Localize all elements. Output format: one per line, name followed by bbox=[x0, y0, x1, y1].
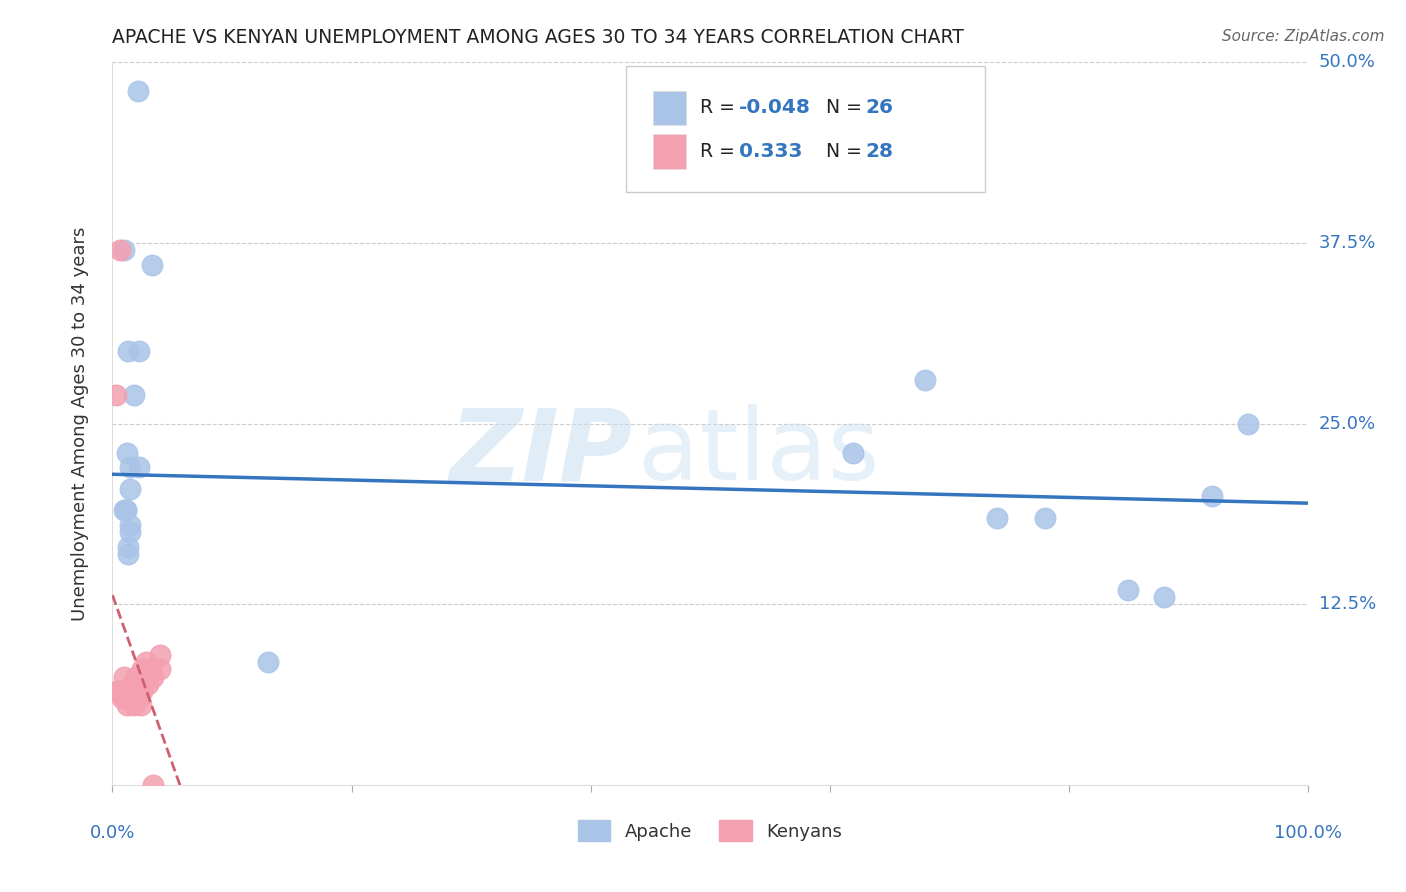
Point bbox=[128, 691, 150, 706]
Text: N =: N = bbox=[825, 98, 868, 118]
Y-axis label: Unemployment Among Ages 30 to 34 years: Unemployment Among Ages 30 to 34 years bbox=[70, 227, 89, 621]
Point bbox=[114, 669, 135, 683]
Point bbox=[1237, 417, 1260, 431]
Point bbox=[914, 373, 936, 387]
Point bbox=[105, 684, 128, 698]
Point bbox=[141, 258, 163, 272]
Point bbox=[129, 698, 152, 713]
Point bbox=[142, 778, 165, 792]
Point bbox=[111, 691, 134, 706]
Text: 26: 26 bbox=[866, 98, 893, 118]
Point bbox=[122, 388, 145, 402]
Text: atlas: atlas bbox=[638, 404, 880, 501]
Point bbox=[127, 84, 149, 98]
Point bbox=[114, 503, 136, 517]
Point bbox=[1153, 590, 1175, 604]
Point bbox=[986, 510, 1008, 524]
Point bbox=[1201, 489, 1223, 503]
Point bbox=[1118, 582, 1140, 597]
Point bbox=[114, 503, 136, 517]
Point bbox=[125, 691, 148, 706]
Point bbox=[125, 669, 148, 683]
Point bbox=[108, 684, 131, 698]
Point bbox=[105, 388, 128, 402]
Text: -0.048: -0.048 bbox=[738, 98, 811, 118]
Point bbox=[120, 524, 142, 539]
Point bbox=[128, 460, 150, 475]
Point bbox=[115, 698, 138, 713]
Legend: Apache, Kenyans: Apache, Kenyans bbox=[571, 813, 849, 848]
Text: N =: N = bbox=[825, 142, 868, 161]
Text: R =: R = bbox=[700, 142, 748, 161]
Text: Source: ZipAtlas.com: Source: ZipAtlas.com bbox=[1222, 29, 1385, 44]
Point bbox=[117, 540, 139, 554]
Point bbox=[114, 244, 135, 258]
Point bbox=[139, 662, 162, 676]
FancyBboxPatch shape bbox=[652, 91, 686, 125]
FancyBboxPatch shape bbox=[652, 134, 686, 169]
Point bbox=[120, 517, 142, 532]
Text: 25.0%: 25.0% bbox=[1319, 415, 1376, 433]
Point bbox=[122, 677, 145, 691]
Point bbox=[135, 655, 157, 669]
Text: APACHE VS KENYAN UNEMPLOYMENT AMONG AGES 30 TO 34 YEARS CORRELATION CHART: APACHE VS KENYAN UNEMPLOYMENT AMONG AGES… bbox=[112, 28, 965, 47]
Point bbox=[257, 655, 280, 669]
Text: R =: R = bbox=[700, 98, 741, 118]
Text: 37.5%: 37.5% bbox=[1319, 234, 1376, 252]
Point bbox=[114, 503, 135, 517]
Point bbox=[120, 460, 142, 475]
Point bbox=[122, 698, 145, 713]
Text: ZIP: ZIP bbox=[450, 404, 633, 501]
Text: 50.0%: 50.0% bbox=[1319, 54, 1375, 71]
Text: 100.0%: 100.0% bbox=[1274, 824, 1341, 842]
Point bbox=[149, 648, 172, 662]
Text: 12.5%: 12.5% bbox=[1319, 595, 1376, 614]
Point bbox=[114, 691, 135, 706]
Text: 28: 28 bbox=[866, 142, 893, 161]
Point bbox=[842, 445, 865, 459]
Point bbox=[138, 677, 160, 691]
Point bbox=[121, 677, 143, 691]
Point bbox=[117, 547, 139, 561]
FancyBboxPatch shape bbox=[627, 66, 986, 193]
Point bbox=[135, 669, 157, 683]
Point bbox=[118, 684, 141, 698]
Point bbox=[121, 691, 143, 706]
Point bbox=[149, 662, 172, 676]
Point bbox=[131, 662, 153, 676]
Point bbox=[128, 344, 150, 359]
Text: 0.333: 0.333 bbox=[738, 142, 803, 161]
Point bbox=[1033, 510, 1056, 524]
Point bbox=[142, 669, 165, 683]
Point bbox=[117, 344, 139, 359]
Point bbox=[115, 445, 138, 459]
Point bbox=[120, 482, 142, 496]
Point bbox=[131, 684, 153, 698]
Point bbox=[129, 677, 152, 691]
Text: 0.0%: 0.0% bbox=[90, 824, 135, 842]
Point bbox=[108, 244, 131, 258]
